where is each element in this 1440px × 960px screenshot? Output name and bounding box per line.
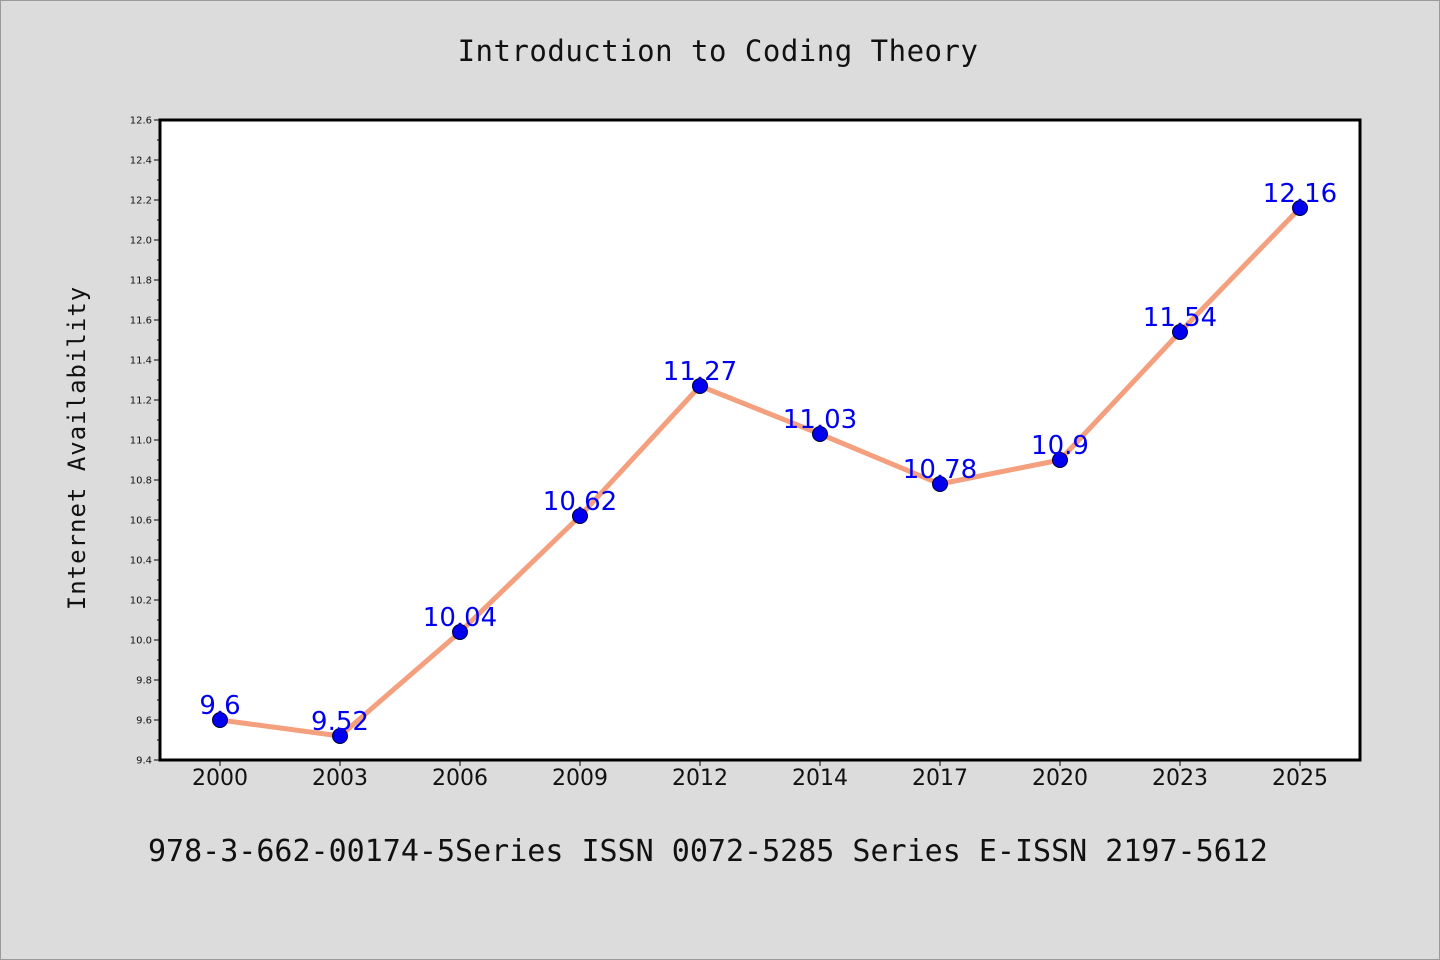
data-label: 10.78 bbox=[903, 455, 977, 485]
plot-area bbox=[158, 118, 1362, 762]
x-tick-label: 2006 bbox=[432, 766, 488, 791]
data-label: 9.52 bbox=[311, 707, 369, 737]
y-axis: 9.4 9.6 9.8 10.0 10.2 10.4 10.6 10.8 11.0 11.2 11.… bbox=[130, 116, 160, 767]
chart-title: Introduction to Coding Theory bbox=[457, 34, 979, 68]
data-label: 10.62 bbox=[543, 487, 617, 517]
y-tick-label: 12.6 bbox=[130, 116, 152, 127]
y-tick-label: 10.8 bbox=[130, 476, 152, 487]
y-tick-label: 11.6 bbox=[130, 316, 152, 327]
y-tick-label: 9.4 bbox=[136, 756, 152, 767]
data-label: 10.9 bbox=[1031, 431, 1089, 461]
x-tick-label: 2023 bbox=[1152, 766, 1208, 791]
data-label: 11.03 bbox=[783, 405, 857, 435]
data-label: 11.54 bbox=[1143, 303, 1217, 333]
data-point bbox=[692, 378, 708, 394]
series-group bbox=[212, 200, 1308, 744]
y-tick-label: 9.8 bbox=[136, 676, 152, 687]
data-point bbox=[572, 508, 588, 524]
x-tick-label: 2017 bbox=[912, 766, 968, 791]
y-tick-label: 12.0 bbox=[130, 236, 152, 247]
y-axis-label: Internet Availability bbox=[63, 286, 91, 610]
data-label: 9.6 bbox=[199, 691, 240, 721]
x-tick-label: 2012 bbox=[672, 766, 728, 791]
x-tick-label: 2014 bbox=[792, 766, 848, 791]
data-point bbox=[1052, 452, 1068, 468]
data-point bbox=[932, 476, 948, 492]
x-tick-label: 2009 bbox=[552, 766, 608, 791]
data-point bbox=[812, 426, 828, 442]
data-point bbox=[332, 728, 348, 744]
y-tick-label: 10.6 bbox=[130, 516, 152, 527]
footer-isbn-text: 978-3-662-00174-5Series ISSN 0072-5285 S… bbox=[148, 834, 1268, 869]
y-tick-label: 12.2 bbox=[130, 196, 152, 207]
y-tick-label: 11.0 bbox=[130, 436, 152, 447]
x-tick-label: 2000 bbox=[192, 766, 248, 791]
y-tick-label: 10.0 bbox=[130, 636, 152, 647]
y-tick-label: 9.6 bbox=[136, 716, 152, 727]
x-axis: 2000 2003 2006 2009 2012 2014 2017 2020 2023 2025 bbox=[192, 760, 1328, 791]
y-tick-label: 11.8 bbox=[130, 276, 152, 287]
x-tick-label: 2025 bbox=[1272, 766, 1328, 791]
data-point bbox=[212, 712, 228, 728]
data-label: 11.27 bbox=[663, 357, 737, 387]
data-point bbox=[1172, 324, 1188, 340]
y-tick-label: 10.2 bbox=[130, 596, 152, 607]
data-point bbox=[452, 624, 468, 640]
y-tick-label: 10.4 bbox=[130, 556, 152, 567]
data-labels: 9.6 9.52 10.04 10.62 11.27 11.03 10.78 10.9 11.5… bbox=[199, 179, 1337, 737]
data-label: 10.04 bbox=[423, 603, 497, 633]
y-tick-label: 12.4 bbox=[130, 156, 152, 167]
data-point bbox=[1292, 200, 1308, 216]
x-tick-label: 2003 bbox=[312, 766, 368, 791]
data-label: 12.16 bbox=[1263, 179, 1337, 209]
x-tick-label: 2020 bbox=[1032, 766, 1088, 791]
series-line bbox=[219, 206, 1302, 739]
y-tick-label: 11.2 bbox=[130, 396, 152, 407]
y-tick-label: 11.4 bbox=[130, 356, 152, 367]
